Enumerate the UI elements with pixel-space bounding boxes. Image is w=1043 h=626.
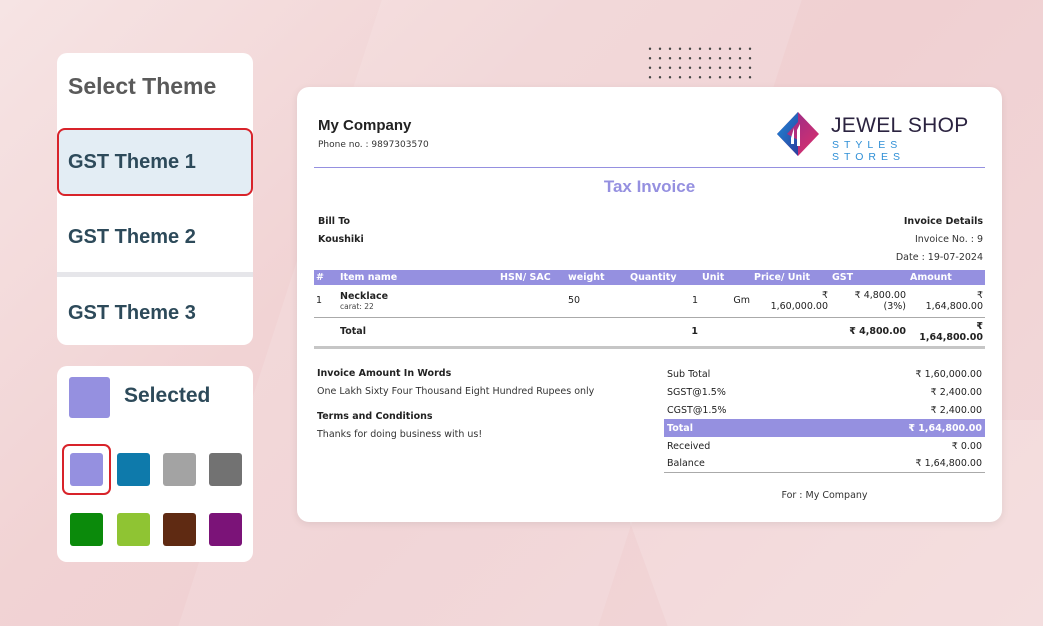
color-swatch-blue[interactable] bbox=[117, 453, 150, 486]
terms-label: Terms and Conditions bbox=[317, 411, 433, 422]
color-swatch-green[interactable] bbox=[70, 513, 103, 546]
item-amount: 1,64,800.00 bbox=[925, 300, 983, 312]
color-swatch-lime[interactable] bbox=[117, 513, 150, 546]
invoice-details-label: Invoice Details bbox=[903, 216, 983, 227]
selected-color-label: Selected bbox=[124, 384, 211, 407]
summary-row-sgst: SGST@1.5% ₹ 2,400.00 bbox=[667, 386, 982, 398]
bill-to-name: Koushiki bbox=[318, 234, 364, 245]
col-header-quantity: Quantity bbox=[628, 270, 700, 285]
bill-to-label: Bill To bbox=[318, 216, 351, 227]
summary-row-subtotal: Sub Total ₹ 1,60,000.00 bbox=[667, 368, 982, 380]
item-sub-detail: carat: 22 bbox=[340, 301, 374, 311]
total-amount: 1,64,800.00 bbox=[919, 331, 983, 343]
summary-row-received: Received ₹ 0.00 bbox=[667, 440, 982, 452]
invoice-title: Tax Invoice bbox=[603, 177, 696, 196]
table-total-row: Total 1 ₹ 4,800.00 ₹ 1,64,800.00 bbox=[314, 317, 985, 349]
col-header-item-name: Item name bbox=[338, 270, 498, 285]
invoice-number: Invoice No. : 9 bbox=[914, 234, 983, 245]
invoice-preview: My Company Phone no. : 9897303570 JEWEL … bbox=[297, 87, 1002, 522]
col-header-amount: Amount bbox=[908, 270, 985, 285]
total-label: Total bbox=[338, 317, 498, 349]
col-header-gst: GST bbox=[830, 270, 908, 285]
amount-in-words-label: Invoice Amount In Words bbox=[317, 368, 452, 379]
col-header-weight: weight bbox=[566, 270, 628, 285]
color-swatch-light-gray[interactable] bbox=[163, 453, 196, 486]
col-header-hsn-sac: HSN/ SAC bbox=[498, 270, 566, 285]
col-header-unit: Unit bbox=[700, 270, 752, 285]
summary-row-balance: Balance ₹ 1,64,800.00 bbox=[664, 455, 985, 473]
table-row: 1 Necklace carat: 22 50 1 Gm ₹ 1,60,000.… bbox=[314, 285, 985, 318]
total-quantity: 1 bbox=[628, 317, 700, 349]
summary-table: Sub Total ₹ 1,60,000.00 SGST@1.5% ₹ 2,400.… bbox=[664, 365, 985, 473]
color-swatch-dark-gray[interactable] bbox=[209, 453, 242, 486]
table-header-row: # Item name HSN/ SAC weight Quantity Uni… bbox=[314, 270, 985, 285]
selected-color-preview bbox=[69, 377, 110, 418]
item-hsn bbox=[498, 285, 566, 318]
invoice-date: Date : 19-07-2024 bbox=[895, 252, 983, 263]
summary-row-cgst: CGST@1.5% ₹ 2,400.00 bbox=[667, 404, 982, 416]
theme-option-gst-theme-2[interactable]: GST Theme 2 bbox=[68, 225, 196, 248]
item-amount-cell: ₹ 1,64,800.00 bbox=[908, 285, 985, 318]
company-phone: Phone no. : 9897303570 bbox=[318, 140, 429, 150]
item-name: Necklace bbox=[340, 290, 389, 302]
item-price: 1,60,000.00 bbox=[770, 300, 828, 312]
col-header-price-unit: Price/ Unit bbox=[752, 270, 830, 285]
rupee-symbol: ₹ bbox=[976, 320, 983, 332]
color-selector-panel: Selected bbox=[57, 366, 253, 562]
col-header-number: # bbox=[314, 270, 338, 285]
item-price-cell: ₹ 1,60,000.00 bbox=[752, 285, 830, 318]
theme-selector-title: Select Theme bbox=[68, 73, 217, 99]
divider bbox=[57, 272, 253, 277]
item-gst-percent: (3%) bbox=[883, 300, 906, 312]
logo-name: JEWEL SHOP bbox=[831, 114, 969, 137]
item-quantity: 1 bbox=[628, 285, 700, 318]
items-table: # Item name HSN/ SAC weight Quantity Uni… bbox=[314, 270, 985, 349]
terms-text: Thanks for doing business with us! bbox=[317, 429, 483, 440]
item-unit: Gm bbox=[700, 285, 752, 318]
item-gst-cell: ₹ 4,800.00 (3%) bbox=[830, 285, 908, 318]
rupee-symbol: ₹ bbox=[976, 289, 983, 301]
theme-selector-panel: Select Theme GST Theme 1 GST Theme 2 GST… bbox=[57, 53, 253, 345]
selected-swatch-indicator bbox=[62, 444, 111, 495]
item-number: 1 bbox=[314, 285, 338, 318]
summary-row-total: Total ₹ 1,64,800.00 bbox=[664, 419, 985, 437]
diamond-logo-icon bbox=[777, 112, 819, 156]
decorative-dots bbox=[645, 44, 755, 80]
item-gst: ₹ 4,800.00 bbox=[854, 289, 906, 301]
color-swatch-lavender[interactable] bbox=[70, 453, 103, 486]
total-gst: ₹ 4,800.00 bbox=[830, 317, 908, 349]
color-swatch-purple[interactable] bbox=[209, 513, 242, 546]
item-name-cell: Necklace carat: 22 bbox=[338, 285, 498, 318]
total-amount-cell: ₹ 1,64,800.00 bbox=[908, 317, 985, 349]
rupee-symbol: ₹ bbox=[821, 289, 828, 301]
header-divider bbox=[314, 167, 985, 168]
jewel-shop-logo: JEWEL SHOP STYLES STORES bbox=[775, 110, 970, 163]
logo-tagline: STYLES STORES bbox=[832, 139, 905, 163]
color-swatch-brown[interactable] bbox=[163, 513, 196, 546]
company-name: My Company bbox=[318, 117, 412, 134]
theme-option-gst-theme-1[interactable]: GST Theme 1 bbox=[57, 128, 253, 196]
signature-line: For : My Company bbox=[781, 490, 868, 501]
theme-option-gst-theme-3[interactable]: GST Theme 3 bbox=[68, 301, 196, 324]
amount-in-words: One Lakh Sixty Four Thousand Eight Hundr… bbox=[317, 386, 595, 397]
item-weight: 50 bbox=[566, 285, 628, 318]
